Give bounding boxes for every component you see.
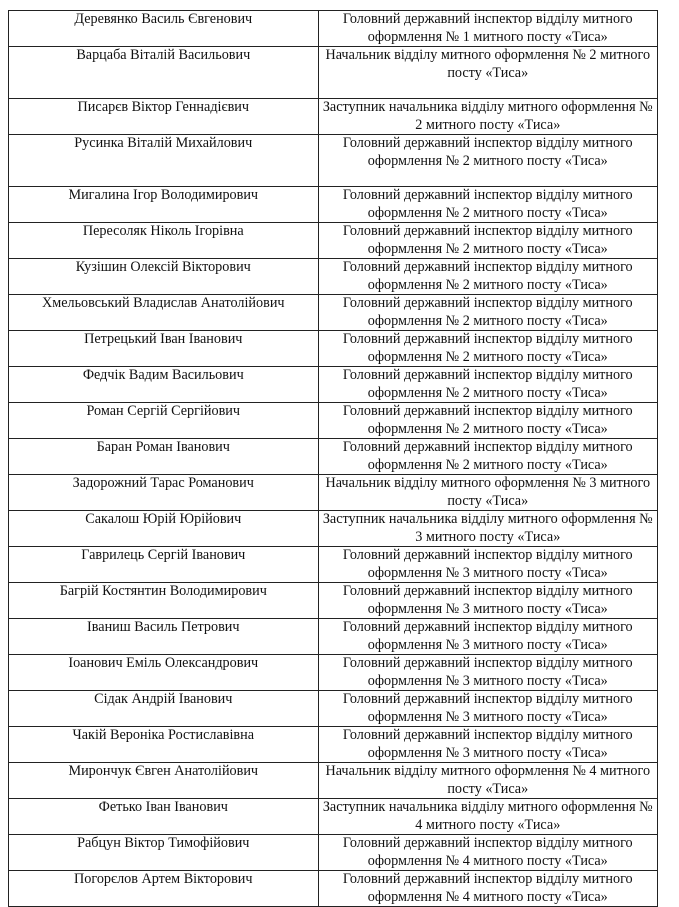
table-row: Кузішин Олексій Вікторович Головний держа… xyxy=(8,258,659,295)
employee-name-cell: Мирончук Євген Анатолійович xyxy=(8,762,319,799)
employee-position-cell: Головний державний інспектор відділу мит… xyxy=(317,834,659,871)
table-row: Рабцун Віктор Тимофійович Головний держав… xyxy=(8,834,659,871)
table-row: Гаврилець Сергій Іванович Головний держав… xyxy=(8,546,659,583)
employee-name-cell: Варцаба Віталій Васильович xyxy=(8,46,319,99)
employee-position-cell: Головний державний інспектор відділу мит… xyxy=(317,10,659,47)
employee-position-cell: Головний державний інспектор відділу мит… xyxy=(317,258,659,295)
employee-position-cell: Головний державний інспектор відділу мит… xyxy=(317,366,659,403)
employee-position-cell: Головний державний інспектор відділу мит… xyxy=(317,402,659,439)
employee-name-cell: Гаврилець Сергій Іванович xyxy=(8,546,319,583)
staff-table-body: Деревянко Василь Євгенович Головний держа… xyxy=(8,10,659,907)
employee-name-cell: Кузішин Олексій Вікторович xyxy=(8,258,319,295)
employee-position-cell: Головний державний інспектор відділу мит… xyxy=(317,690,659,727)
table-row: Чакій Вероніка Ростиславівна Головний дер… xyxy=(8,726,659,763)
table-row: Деревянко Василь Євгенович Головний держа… xyxy=(8,10,659,47)
employee-position-cell: Начальник відділу митного оформлення № 2… xyxy=(317,46,659,99)
employee-name-cell: Роман Сергій Сергійович xyxy=(8,402,319,439)
employee-name-cell: Писарєв Віктор Геннадієвич xyxy=(8,98,319,135)
employee-position-cell: Заступник начальника відділу митного офо… xyxy=(317,98,659,135)
employee-position-cell: Головний державний інспектор відділу мит… xyxy=(317,222,659,259)
employee-name-cell: Фетько Іван Іванович xyxy=(8,798,319,835)
staff-table: Деревянко Василь Євгенович Головний держа… xyxy=(8,10,659,907)
table-row: Хмельовський Владислав Анатолійович Голов… xyxy=(8,294,659,331)
employee-name-cell: Багрій Костянтин Володимирович xyxy=(8,582,319,619)
employee-name-cell: Задорожний Тарас Романович xyxy=(8,474,319,511)
table-row: Федчік Вадим Васильович Головний державни… xyxy=(8,366,659,403)
employee-position-cell: Головний державний інспектор відділу мит… xyxy=(317,654,659,691)
employee-position-cell: Головний державний інспектор відділу мит… xyxy=(317,726,659,763)
employee-name-cell: Деревянко Василь Євгенович xyxy=(8,10,319,47)
table-row: Баран Роман Іванович Головний державний і… xyxy=(8,438,659,475)
employee-position-cell: Головний державний інспектор відділу мит… xyxy=(317,330,659,367)
employee-position-cell: Головний державний інспектор відділу мит… xyxy=(317,294,659,331)
employee-position-cell: Заступник начальника відділу митного офо… xyxy=(317,798,659,835)
employee-position-cell: Головний державний інспектор відділу мит… xyxy=(317,438,659,475)
employee-name-cell: Погорєлов Артем Вікторович xyxy=(8,870,319,907)
employee-name-cell: Русинка Віталій Михайлович xyxy=(8,134,319,187)
employee-name-cell: Мигалина Ігор Володимирович xyxy=(8,186,319,223)
table-row: Русинка Віталій Михайлович Головний держа… xyxy=(8,134,659,187)
employee-position-cell: Головний державний інспектор відділу мит… xyxy=(317,870,659,907)
table-row: Пересоляк Ніколь Ігорівна Головний держав… xyxy=(8,222,659,259)
employee-position-cell: Начальник відділу митного оформлення № 3… xyxy=(317,474,659,511)
table-row: Багрій Костянтин Володимирович Головний д… xyxy=(8,582,659,619)
table-row: Мирончук Євген Анатолійович Начальник від… xyxy=(8,762,659,799)
employee-position-cell: Головний державний інспектор відділу мит… xyxy=(317,134,659,187)
employee-name-cell: Іоанович Еміль Олександрович xyxy=(8,654,319,691)
employee-position-cell: Начальник відділу митного оформлення № 4… xyxy=(317,762,659,799)
employee-name-cell: Федчік Вадим Васильович xyxy=(8,366,319,403)
table-row: Сакалош Юрій Юрійович Заступник начальник… xyxy=(8,510,659,547)
employee-name-cell: Сакалош Юрій Юрійович xyxy=(8,510,319,547)
employee-position-cell: Заступник начальника відділу митного офо… xyxy=(317,510,659,547)
employee-name-cell: Іваниш Василь Петрович xyxy=(8,618,319,655)
employee-name-cell: Чакій Вероніка Ростиславівна xyxy=(8,726,319,763)
table-row: Фетько Іван Іванович Заступник начальника… xyxy=(8,798,659,835)
employee-position-cell: Головний державний інспектор відділу мит… xyxy=(317,546,659,583)
employee-name-cell: Хмельовський Владислав Анатолійович xyxy=(8,294,319,331)
employee-name-cell: Петрецький Іван Іванович xyxy=(8,330,319,367)
table-row: Варцаба Віталій Васильович Начальник відд… xyxy=(8,46,659,99)
table-row: Писарєв Віктор Геннадієвич Заступник нача… xyxy=(8,98,659,135)
table-row: Іоанович Еміль Олександрович Головний дер… xyxy=(8,654,659,691)
employee-name-cell: Рабцун Віктор Тимофійович xyxy=(8,834,319,871)
table-row: Роман Сергій Сергійович Головний державни… xyxy=(8,402,659,439)
table-row: Сідак Андрій Іванович Головний державний … xyxy=(8,690,659,727)
employee-position-cell: Головний державний інспектор відділу мит… xyxy=(317,186,659,223)
table-row: Задорожний Тарас Романович Начальник відд… xyxy=(8,474,659,511)
table-row: Іваниш Василь Петрович Головний державний… xyxy=(8,618,659,655)
employee-name-cell: Баран Роман Іванович xyxy=(8,438,319,475)
table-row: Петрецький Іван Іванович Головний державн… xyxy=(8,330,659,367)
table-row: Мигалина Ігор Володимирович Головний держ… xyxy=(8,186,659,223)
employee-name-cell: Сідак Андрій Іванович xyxy=(8,690,319,727)
employee-position-cell: Головний державний інспектор відділу мит… xyxy=(317,582,659,619)
employee-name-cell: Пересоляк Ніколь Ігорівна xyxy=(8,222,319,259)
table-row: Погорєлов Артем Вікторович Головний держа… xyxy=(8,870,659,907)
employee-position-cell: Головний державний інспектор відділу мит… xyxy=(317,618,659,655)
